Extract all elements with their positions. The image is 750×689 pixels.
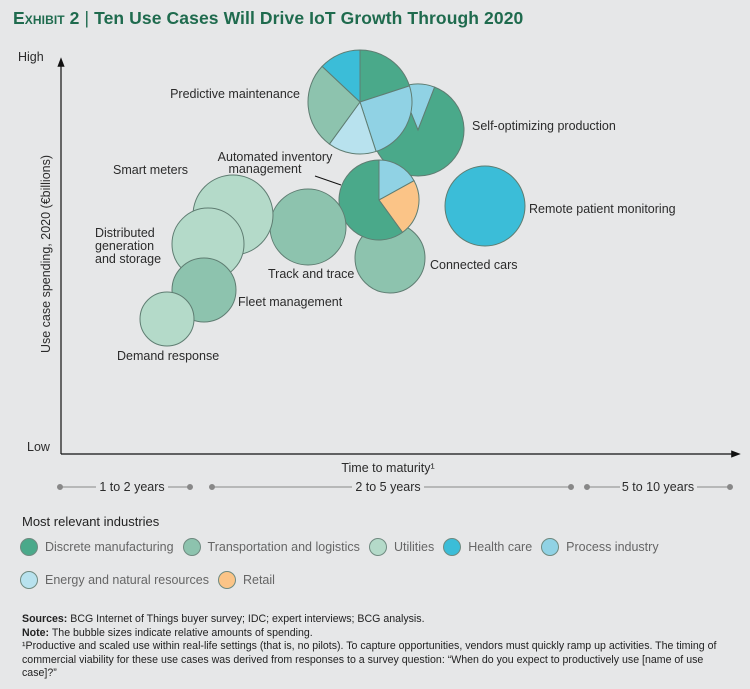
label-remote-patient-monitoring: Remote patient monitoring xyxy=(529,202,676,216)
label-distributed-3: and storage xyxy=(95,252,161,266)
legend-row-2: Energy and natural resources Retail xyxy=(20,571,284,589)
notes: Sources: BCG Internet of Things buyer su… xyxy=(22,613,737,681)
label-track-and-trace: Track and trace xyxy=(268,267,354,281)
label-fleet-management: Fleet management xyxy=(238,295,343,309)
timeline-band-1 xyxy=(57,484,193,490)
timeline-label-1-2-years: 1 to 2 years xyxy=(99,480,164,494)
label-demand-response: Demand response xyxy=(117,349,219,363)
footnote: ¹Productive and scaled use within real-l… xyxy=(22,640,717,680)
swatch-icon xyxy=(368,538,387,556)
swatch-icon xyxy=(443,538,462,556)
label-automated-inventory-1: Automated inventory xyxy=(218,150,333,164)
legend-label: Retail xyxy=(242,573,275,587)
inventory-leader-line xyxy=(314,175,342,186)
slice-transportation xyxy=(307,65,361,145)
title-separator: | xyxy=(84,8,90,28)
exhibit-number: Exhibit 2 xyxy=(13,8,80,28)
sources-text: BCG Internet of Things buyer survey; IDC… xyxy=(67,613,425,625)
legend-item-utilities: Utilities xyxy=(368,538,435,556)
sources-label: Sources: xyxy=(22,613,68,625)
legend-item-energy: Energy and natural resources xyxy=(20,571,209,589)
legend-item-process-industry: Process industry xyxy=(541,538,659,556)
legend-label: Health care xyxy=(468,540,533,554)
timeline-label-2-5-years: 2 to 5 years xyxy=(355,480,420,494)
label-connected-cars: Connected cars xyxy=(430,258,518,272)
title-text: Ten Use Cases Will Drive IoT Growth Thro… xyxy=(94,8,524,28)
slice-utilities xyxy=(139,291,195,347)
y-low-label: Low xyxy=(27,440,51,454)
slice-process-industry xyxy=(359,85,413,153)
note-label: Note: xyxy=(22,626,50,639)
slice-transportation xyxy=(269,188,347,266)
note-line: Note: The bubble sizes indicate relative… xyxy=(22,627,737,641)
legend-label: Energy and natural resources xyxy=(45,573,209,587)
legend-row-1: Discrete manufacturing Transportation an… xyxy=(20,538,668,556)
y-axis-label: Use case spending, 2020 (€billions) xyxy=(39,155,53,353)
exhibit-title: Exhibit 2 | Ten Use Cases Will Drive IoT… xyxy=(13,8,523,29)
note-text: The bubble sizes indicate relative amoun… xyxy=(49,626,313,639)
slice-health-care xyxy=(321,49,361,104)
swatch-icon xyxy=(20,538,38,556)
y-high-label: High xyxy=(18,50,44,64)
legend-label: Transportation and logistics xyxy=(207,540,360,554)
slice-process-industry xyxy=(378,159,415,201)
legend-item-retail: Retail xyxy=(217,571,275,589)
label-self-optimizing-production: Self-optimizing production xyxy=(472,119,616,133)
bubble-automated-inventory-management xyxy=(338,159,420,241)
slice-discrete-manufacturing xyxy=(359,49,411,103)
label-smart-meters: Smart meters xyxy=(113,163,188,177)
label-predictive-maintenance: Predictive maintenance xyxy=(170,87,300,101)
swatch-icon xyxy=(182,538,201,556)
x-axis-label: Time to maturity¹ xyxy=(341,461,434,475)
sources-line: Sources: BCG Internet of Things buyer su… xyxy=(22,613,737,627)
legend-title: Most relevant industries xyxy=(22,514,160,529)
timeline-band-2 xyxy=(209,484,574,490)
legend-item-discrete-manufacturing: Discrete manufacturing xyxy=(20,538,174,556)
bubble-remote-patient-monitoring xyxy=(444,165,526,247)
legend-item-transportation: Transportation and logistics xyxy=(182,538,360,556)
legend-item-health-care: Health care xyxy=(443,538,532,556)
slice-retail xyxy=(378,180,420,234)
slice-energy xyxy=(328,100,377,155)
bubble-chart: High Low Use case spending, 2020 (€billi… xyxy=(18,49,741,494)
legend-label: Process industry xyxy=(566,540,659,554)
slice-health-care xyxy=(444,165,526,247)
bubble-track-and-trace xyxy=(269,188,347,266)
bubble-predictive-maintenance xyxy=(307,49,413,155)
timeline-label-5-10-years: 5 to 10 years xyxy=(622,480,694,494)
swatch-icon xyxy=(20,571,38,589)
legend-label: Utilities xyxy=(393,540,435,554)
bubble-demand-response xyxy=(139,291,195,347)
label-automated-inventory-2: management xyxy=(229,162,302,176)
timeline-band-3 xyxy=(584,484,733,490)
label-distributed-2: generation xyxy=(95,239,154,253)
label-distributed-1: Distributed xyxy=(95,226,155,240)
swatch-icon xyxy=(541,538,560,556)
legend-label: Discrete manufacturing xyxy=(45,540,174,554)
swatch-icon xyxy=(217,571,236,589)
